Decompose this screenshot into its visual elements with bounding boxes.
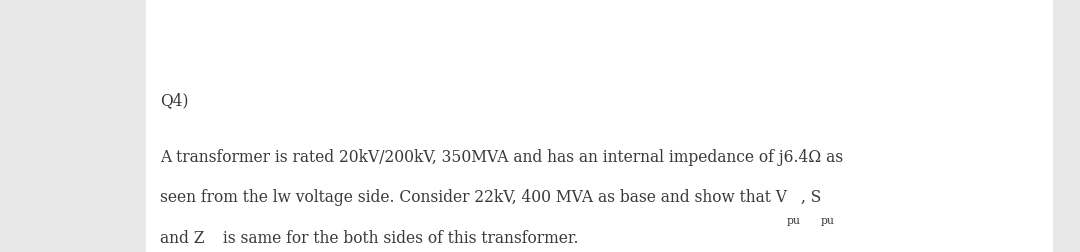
Text: , S: , S <box>801 189 821 206</box>
Text: seen from the lw voltage side. Consider 22kV, 400 MVA as base and show that V: seen from the lw voltage side. Consider … <box>160 189 787 206</box>
Text: and Z: and Z <box>160 230 204 247</box>
Text: pu: pu <box>821 215 835 226</box>
Bar <box>146 0 1053 252</box>
Text: pu: pu <box>787 215 801 226</box>
Text: Q4): Q4) <box>160 92 188 109</box>
Text: A transformer is rated 20kV/200kV, 350MVA and has an internal impedance of j6.4Ω: A transformer is rated 20kV/200kV, 350MV… <box>160 149 843 166</box>
Text: is same for the both sides of this transformer.: is same for the both sides of this trans… <box>218 230 579 247</box>
